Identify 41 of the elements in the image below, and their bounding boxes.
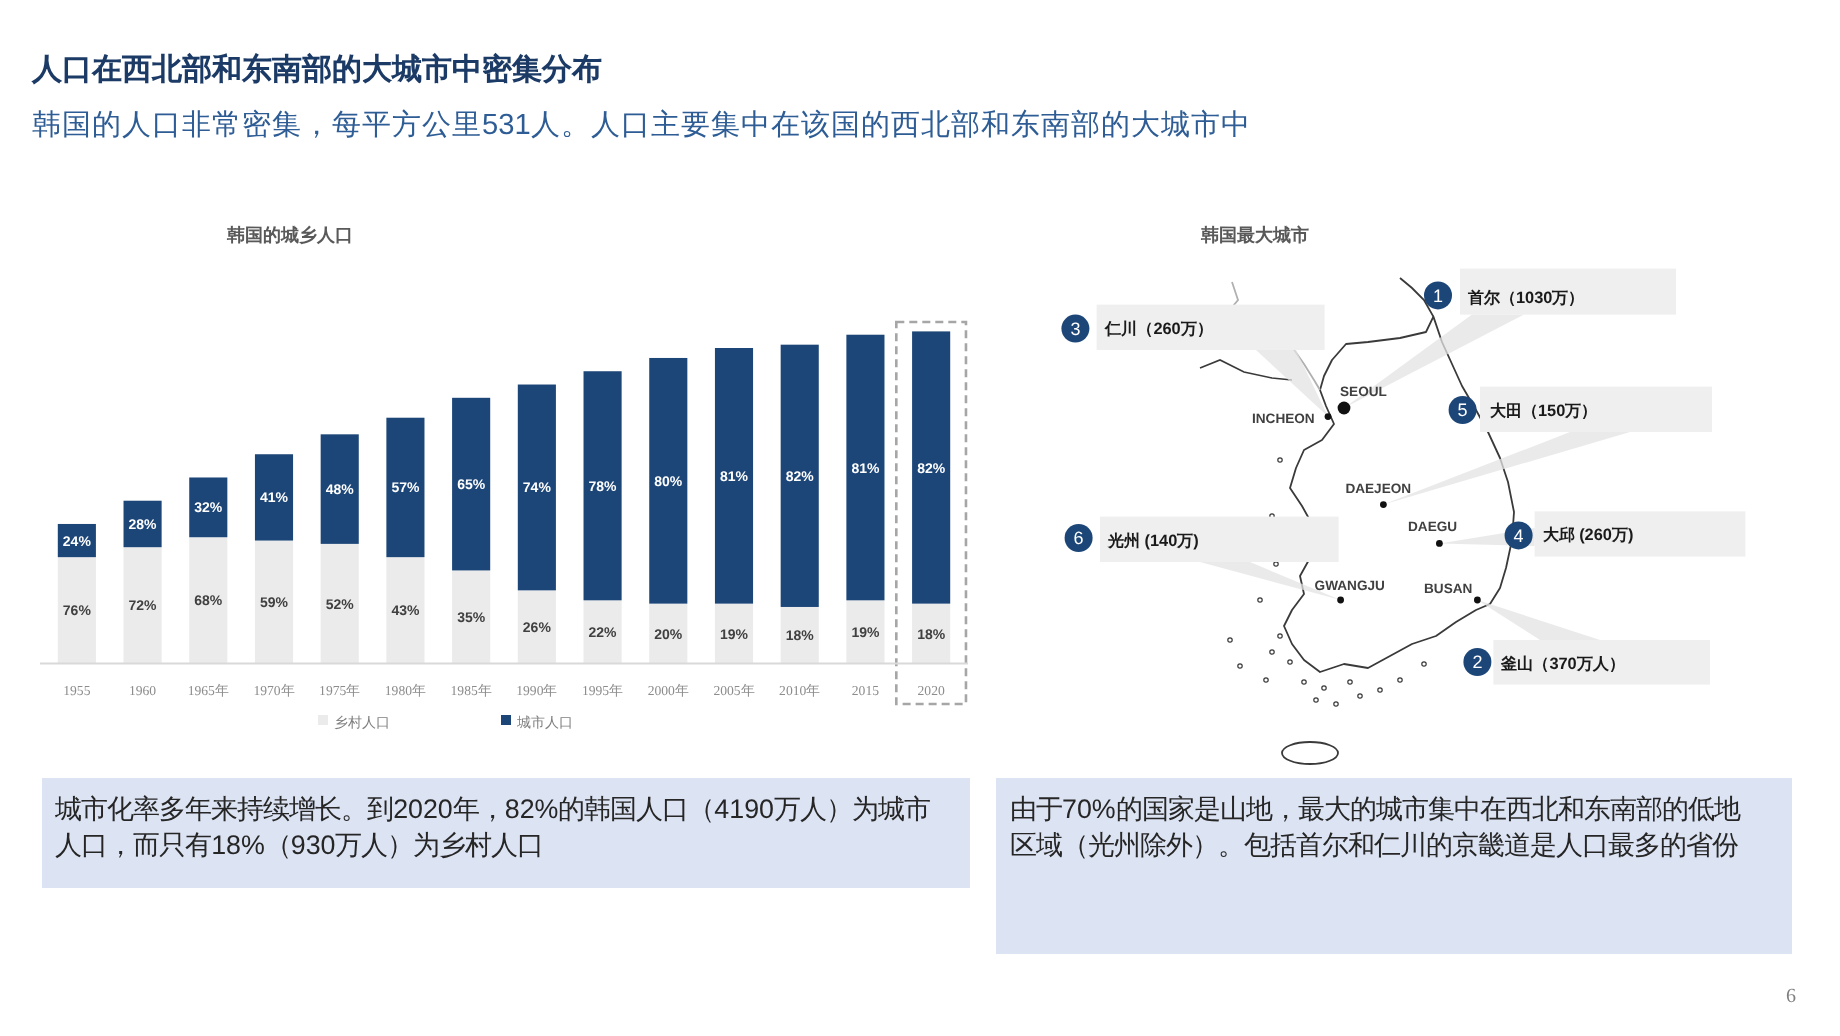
bar: [649, 357, 688, 604]
bar: [714, 348, 754, 604]
text: 2: [1472, 652, 1483, 673]
bar: [452, 570, 491, 664]
bar: [254, 454, 294, 541]
bar: [123, 547, 162, 664]
text: 由于70%的国家是山地，最大的城市集中在西北和东南部的低地区域（光州除外）。包括首尔和仁川的京畿道是人口最多的省份: [996, 778, 1792, 954]
bar: [583, 371, 622, 601]
text: 人口在西北部和东南部的大城市中密集分布: [30, 51, 602, 87]
bar: [320, 543, 359, 664]
bar: [57, 557, 96, 664]
bar: [780, 344, 819, 607]
text: 6: [1786, 986, 1796, 1008]
text: 5: [1457, 400, 1468, 421]
text: 城市化率多年来持续增长。到2020年，82%的韩国人口（4190万人）为城市人口，而只有18%（930万人）为乡村人口: [41, 778, 970, 887]
text: 韩国最大城市: [1199, 225, 1310, 245]
text: 3: [1070, 319, 1081, 339]
bar: [517, 384, 556, 591]
bar: [386, 557, 425, 664]
bar: [189, 537, 228, 664]
bar: [386, 417, 425, 558]
bar: [320, 434, 359, 544]
text: 4: [1513, 525, 1524, 546]
bar: [189, 477, 228, 538]
text: 仁川（260万）: [1105, 319, 1213, 338]
text: 大田（150万）: [1490, 401, 1598, 420]
bar: [846, 334, 885, 601]
bar: [583, 600, 622, 664]
text: 釜山（370万人）: [1501, 654, 1625, 673]
text: 韩国的人口非常密集，每平方公里531人。人口主要集中在该国的西北部和东南部的大城市中: [32, 108, 1251, 142]
text: 光州 (140万): [1108, 531, 1199, 550]
bar: [254, 540, 294, 664]
chart-title: 韩国的城乡人口: [225, 225, 353, 245]
bar: [517, 590, 556, 664]
text: 1: [1432, 285, 1444, 306]
bar: [452, 397, 491, 571]
text: 大邱 (260万): [1542, 526, 1634, 544]
bar: [846, 600, 885, 664]
bar: [912, 331, 951, 604]
text: 首尔（1030万）: [1468, 289, 1585, 307]
text: 6: [1073, 528, 1084, 549]
